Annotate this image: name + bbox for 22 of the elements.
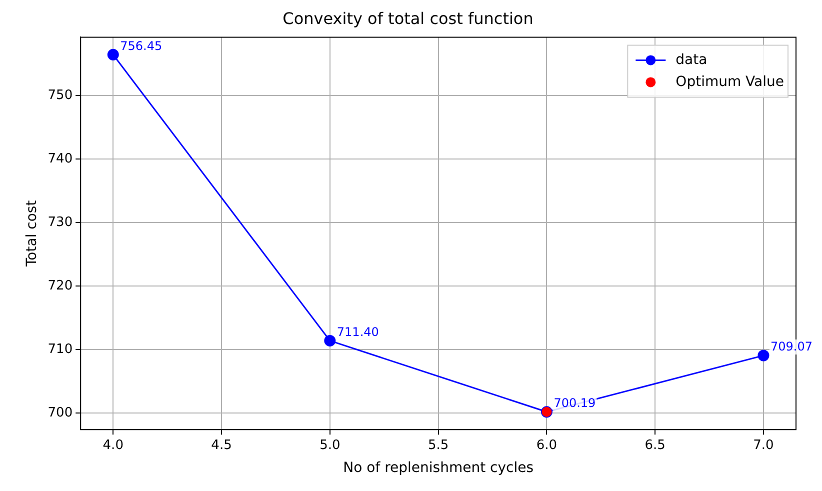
x-axis-title: No of replenishment cycles	[343, 460, 534, 476]
x-tick-label: 5.5	[428, 438, 449, 453]
y-tick-label: 740	[48, 151, 73, 166]
x-tick-label: 7.0	[753, 438, 774, 453]
legend-label: data	[676, 52, 708, 68]
x-tick-label: 6.5	[644, 438, 666, 453]
x-tick-label: 4.0	[102, 438, 124, 453]
y-tick-label: 750	[48, 88, 73, 103]
x-tick-label: 4.5	[211, 438, 232, 453]
legend-label: Optimum Value	[676, 74, 784, 90]
data-label: 711.40	[336, 324, 379, 339]
chart-title: Convexity of total cost function	[282, 8, 534, 28]
y-tick-label: 700	[48, 405, 73, 420]
data-label: 756.45	[120, 38, 162, 53]
y-axis-title: Total cost	[24, 200, 40, 268]
x-tick-label: 6.0	[536, 438, 558, 453]
y-tick-label: 720	[48, 278, 73, 294]
y-tick-label: 710	[48, 342, 73, 357]
data-label: 709.07	[770, 340, 812, 354]
data-label: 700.19	[554, 396, 596, 410]
y-tick-label: 730	[48, 214, 73, 230]
x-tick-label: 5.0	[320, 438, 340, 453]
